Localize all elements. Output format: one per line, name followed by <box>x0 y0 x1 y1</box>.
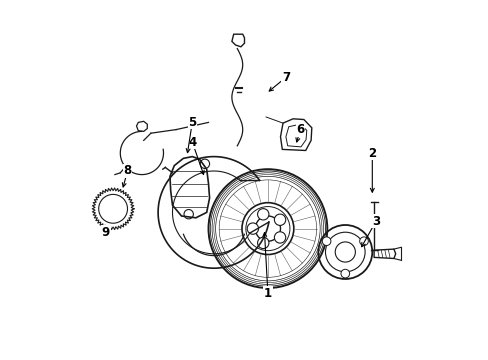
Circle shape <box>257 209 268 220</box>
Text: 9: 9 <box>102 226 110 239</box>
Text: 6: 6 <box>296 123 304 136</box>
Circle shape <box>274 232 285 243</box>
Circle shape <box>340 269 349 278</box>
Circle shape <box>247 223 258 234</box>
Circle shape <box>322 237 330 246</box>
Text: 4: 4 <box>188 136 196 149</box>
Text: 2: 2 <box>367 147 376 159</box>
Text: 8: 8 <box>123 165 131 177</box>
Circle shape <box>257 237 268 248</box>
Text: 3: 3 <box>371 215 379 228</box>
Circle shape <box>359 237 367 246</box>
Text: 5: 5 <box>188 116 196 129</box>
Text: 1: 1 <box>264 287 271 300</box>
Text: 7: 7 <box>281 71 289 84</box>
Circle shape <box>255 216 280 241</box>
Circle shape <box>274 214 285 225</box>
